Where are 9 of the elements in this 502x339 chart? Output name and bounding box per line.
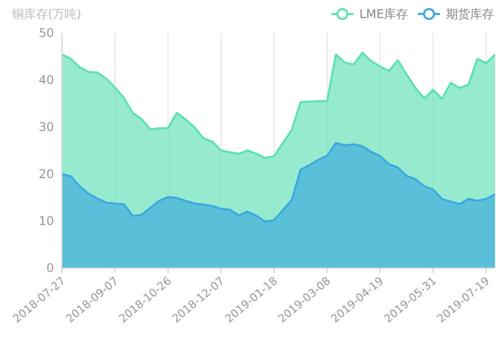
y-tick-label: 20: [38, 167, 54, 181]
legend-label: LME库存: [359, 7, 408, 21]
y-tick-label: 50: [38, 26, 54, 40]
y-axis-title: 铜库存(万吨): [11, 7, 82, 21]
legend-label: 期货库存: [446, 7, 494, 21]
y-tick-label: 40: [38, 73, 54, 87]
y-tick-label: 0: [46, 261, 54, 275]
y-tick-label: 30: [38, 120, 54, 134]
y-tick-label: 10: [38, 214, 54, 228]
